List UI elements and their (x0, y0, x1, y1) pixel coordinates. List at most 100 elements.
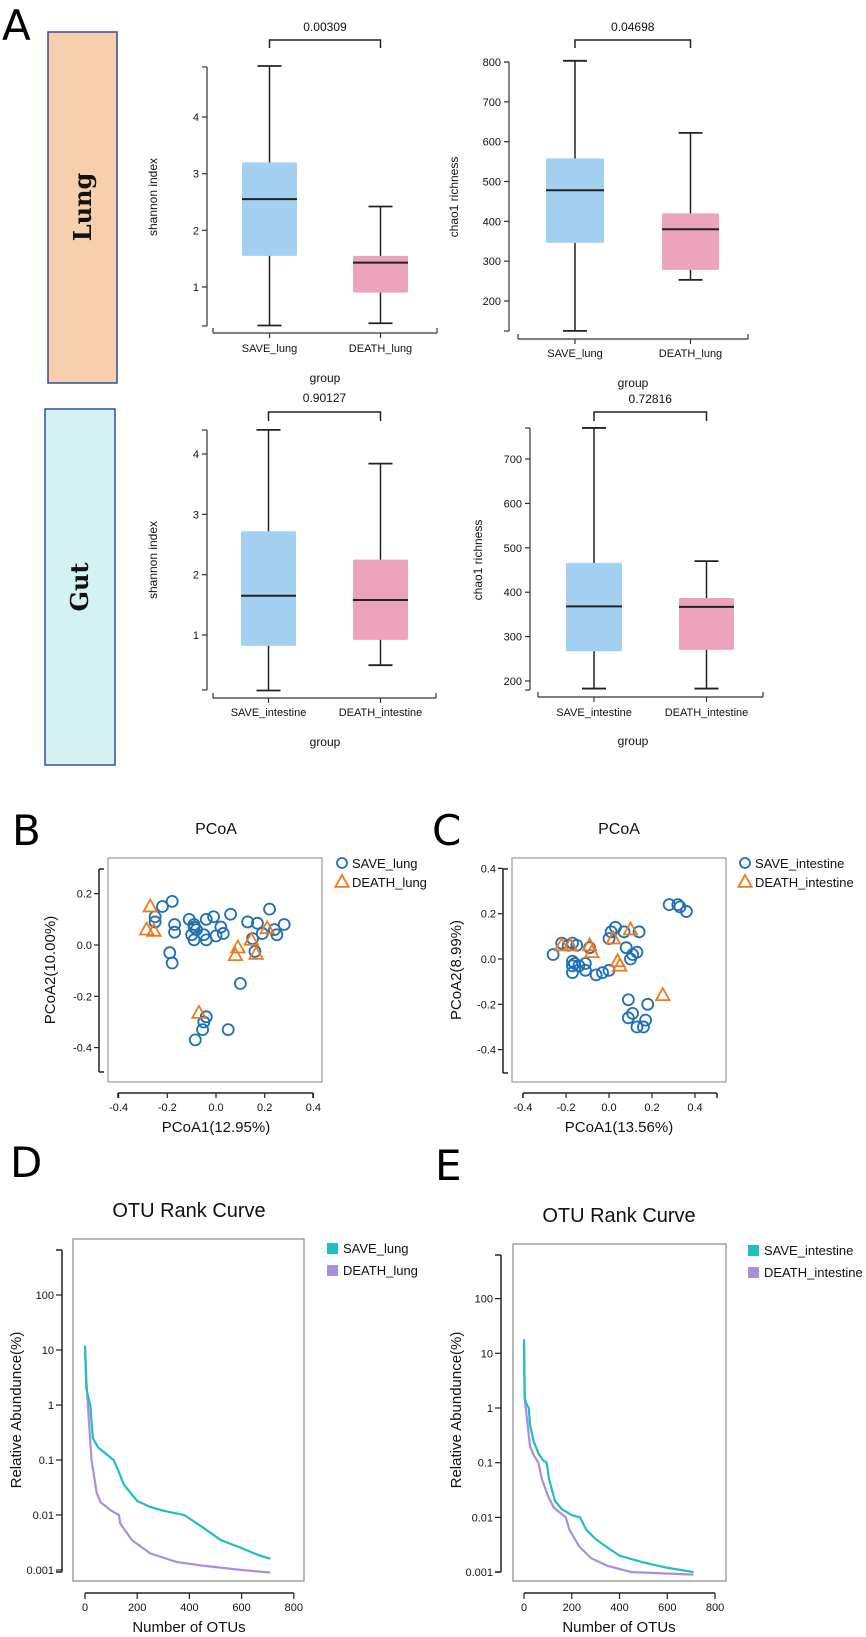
point-SAVE_lung (224, 907, 238, 921)
point-SAVE_intestine (621, 993, 635, 1007)
point-SAVE_lung (196, 1023, 210, 1037)
boxplot-lung-shannon: 1 2 3 4 shannon index SAVE_lung DEATH_lunggrou… (146, 20, 438, 385)
pcoa-chart-b: PCoA 0.2 0.0 -0.2 -0.4 -0.4 -0.2 0.0 0.2 0.4 PCoA1… (42, 821, 427, 1136)
y-tick-label: -0.2 (477, 999, 496, 1011)
point-DEATH_lung (145, 922, 163, 937)
chart-title: OTU Rank Curve (112, 1200, 265, 1222)
curve-SAVE_intestine (522, 1339, 694, 1574)
x-tick-label: -0.2 (158, 1102, 177, 1114)
boxplot-gut-shannon: 1 2 3 4 shannon index SAVE_intestine DEATH_int… (146, 391, 437, 749)
x-tick-label: -0.4 (514, 1102, 533, 1114)
y-tick-label: 2 (193, 225, 199, 237)
box-SAVE_lung (242, 162, 297, 256)
category-label: SAVE_lung (242, 343, 297, 355)
point-SAVE_lung (209, 929, 223, 943)
y-tick-label: 500 (483, 177, 501, 189)
significance-bracket (268, 39, 382, 48)
panel-label-c: C (432, 806, 461, 855)
y-tick-label: 300 (504, 632, 522, 644)
boxplot-lung-chao1: 200 300 400 500 600 700 800 chao1 richness SAVE_… (447, 20, 749, 390)
legend-label: DEATH_intestine (755, 875, 854, 890)
plot-frame (107, 857, 323, 1083)
point-DEATH_intestine (562, 936, 579, 952)
point-SAVE_lung (156, 900, 169, 913)
y-tick-label: 1 (193, 282, 199, 294)
point-DEATH_lung (190, 1004, 208, 1019)
x-tick-label: 600 (232, 1602, 250, 1614)
legend-label: SAVE_lung (343, 1241, 409, 1256)
y-tick-label: 400 (504, 587, 522, 599)
point-SAVE_lung (168, 925, 182, 939)
panel-label-e: E (435, 1141, 462, 1190)
legend-swatch-icon (748, 1245, 759, 1256)
y-tick-label: 1 (193, 630, 199, 642)
box-DEATH_lung (353, 255, 408, 293)
point-SAVE_lung (248, 945, 262, 958)
point-SAVE_intestine (596, 966, 609, 979)
legend-circle-icon (739, 857, 751, 869)
panel-label-a: A (2, 1, 31, 50)
gut-row-box (44, 408, 116, 766)
point-DEATH_lung (243, 931, 260, 946)
y-tick-label: 1 (48, 1400, 54, 1412)
point-SAVE_lung (233, 977, 247, 990)
point-DEATH_intestine (654, 986, 671, 1002)
y-axis-title: shannon index (146, 521, 160, 599)
legend-label: SAVE_lung (352, 856, 418, 871)
y-tick-label: 0.1 (478, 1458, 493, 1470)
point-DEATH_lung (247, 945, 265, 960)
y-tick-label: 0.01 (33, 1510, 54, 1522)
point-SAVE_lung (199, 912, 213, 926)
point-DEATH_lung (142, 897, 159, 913)
y-tick-label: 0.2 (481, 909, 496, 921)
point-SAVE_intestine (630, 1020, 644, 1034)
legend-label: SAVE_intestine (764, 1243, 853, 1258)
p-value-label: 0.04698 (611, 20, 655, 34)
category-label: SAVE_lung (547, 348, 602, 360)
y-tick-label: 600 (483, 137, 501, 149)
y-axis-title: PCoA2(8.99%) (448, 920, 465, 1020)
point-SAVE_intestine (566, 966, 579, 979)
lung-row-box (47, 31, 118, 384)
category-label: DEATH_lung (349, 343, 412, 355)
box-SAVE_intestine (241, 531, 296, 646)
y-axis-title: PCoA2(10.00%) (42, 916, 59, 1024)
chart-title: PCoA (598, 821, 640, 838)
y-tick-label: 3 (193, 169, 199, 181)
x-tick-label: 0.0 (208, 1102, 223, 1114)
box-DEATH_lung (662, 213, 719, 270)
y-tick-label: 700 (504, 454, 522, 466)
y-tick-label: 500 (504, 543, 522, 555)
x-tick-label: 0.2 (257, 1102, 272, 1114)
curve-DEATH_intestine (522, 1339, 694, 1576)
legend-label: SAVE_intestine (755, 856, 844, 871)
point-DEATH_lung (138, 920, 155, 936)
y-tick-label: 300 (483, 256, 501, 268)
point-SAVE_intestine (566, 959, 579, 973)
curve-DEATH_lung (83, 1345, 271, 1574)
point-SAVE_intestine (632, 925, 646, 939)
x-tick-label: 400 (610, 1602, 628, 1614)
legend-label: DEATH_intestine (764, 1265, 863, 1280)
point-SAVE_lung (270, 928, 284, 942)
x-tick-label: 600 (658, 1602, 676, 1614)
p-value-label: 0.90127 (303, 391, 347, 405)
y-tick-label: 4 (193, 449, 199, 461)
y-axis-title: shannon index (146, 158, 160, 236)
point-SAVE_intestine (671, 898, 685, 912)
significance-bracket (267, 411, 382, 421)
point-SAVE_intestine (639, 1013, 652, 1027)
point-DEATH_lung (227, 946, 244, 962)
x-tick-label: 0 (82, 1602, 88, 1614)
x-tick-label: 0 (521, 1602, 527, 1614)
point-SAVE_intestine (637, 1020, 650, 1034)
y-tick-label: 2 (193, 570, 199, 582)
point-SAVE_intestine (680, 905, 693, 918)
y-axis-title: chao1 richness (447, 157, 461, 238)
point-DEATH_intestine (622, 920, 639, 936)
legend-swatch-icon (327, 1243, 338, 1254)
category-label: DEATH_intestine (665, 707, 749, 719)
y-tick-label: 1 (487, 1403, 493, 1415)
y-tick-label: 0.4 (481, 863, 496, 875)
